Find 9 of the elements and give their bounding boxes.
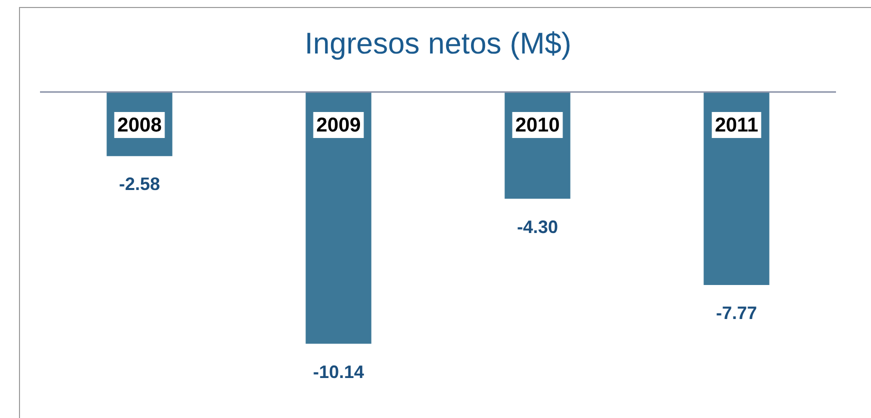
- x-tick-label: 2011: [714, 114, 758, 137]
- data-label: -10.14: [312, 362, 364, 382]
- x-tick-label: 2010: [515, 114, 560, 137]
- data-label: -2.58: [118, 174, 160, 194]
- data-label: -4.30: [516, 216, 558, 237]
- chart-title: Ingresos netos (M$): [304, 27, 572, 60]
- x-tick-label: 2008: [117, 114, 162, 137]
- x-tick-label: 2009: [316, 114, 361, 137]
- data-label: -7.77: [716, 302, 758, 323]
